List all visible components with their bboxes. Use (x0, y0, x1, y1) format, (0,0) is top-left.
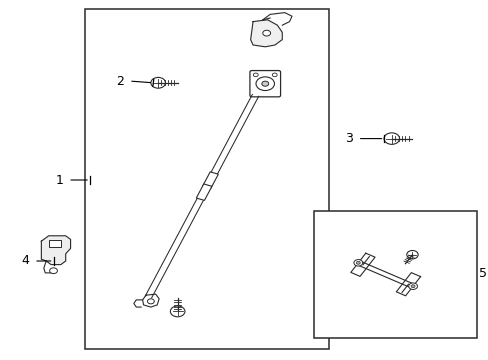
Bar (196, 184, 211, 201)
Circle shape (261, 81, 268, 86)
Circle shape (262, 30, 270, 36)
Bar (49, 240, 61, 247)
Circle shape (353, 260, 362, 266)
Circle shape (383, 133, 399, 144)
Circle shape (410, 285, 414, 288)
Text: 4: 4 (21, 255, 29, 267)
Circle shape (406, 251, 417, 259)
Circle shape (408, 283, 417, 289)
Bar (85, 9, 328, 349)
Text: 1: 1 (55, 174, 63, 186)
FancyBboxPatch shape (249, 71, 280, 97)
Polygon shape (250, 20, 282, 47)
Circle shape (272, 73, 277, 77)
Text: 3: 3 (344, 132, 352, 145)
Text: 2: 2 (116, 75, 124, 87)
Circle shape (50, 268, 57, 274)
Bar (203, 172, 218, 188)
Circle shape (151, 77, 165, 88)
Circle shape (147, 299, 154, 304)
Circle shape (256, 77, 274, 91)
Text: 5: 5 (478, 267, 487, 280)
Circle shape (253, 73, 258, 77)
Bar (313, 211, 476, 338)
Polygon shape (41, 236, 70, 265)
Circle shape (170, 306, 184, 317)
Circle shape (356, 261, 360, 264)
